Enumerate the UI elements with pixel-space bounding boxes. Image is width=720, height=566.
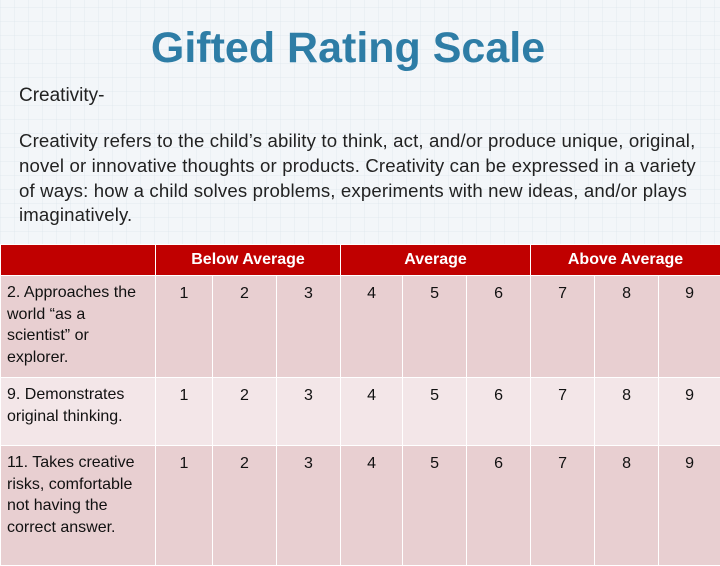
score-cell: 4	[341, 446, 403, 566]
section-heading: Creativity-	[19, 84, 105, 108]
table-header-row: Below Average Average Above Average	[1, 245, 720, 276]
rating-table: Below Average Average Above Average 2. A…	[0, 244, 720, 566]
score-cell: 9	[659, 446, 720, 566]
score-cell: 2	[213, 446, 277, 566]
score-cell: 6	[467, 378, 531, 446]
score-cell: 8	[595, 378, 659, 446]
header-above-average: Above Average	[531, 245, 720, 276]
score-cell: 7	[531, 276, 595, 378]
score-cell: 2	[213, 378, 277, 446]
score-cell: 7	[531, 446, 595, 566]
score-cell: 6	[467, 446, 531, 566]
score-cell: 5	[403, 446, 467, 566]
score-cell: 4	[341, 276, 403, 378]
score-cell: 9	[659, 378, 720, 446]
score-cell: 7	[531, 378, 595, 446]
header-average: Average	[341, 245, 531, 276]
table-row: 2. Approaches the world “as a scientist”…	[1, 276, 720, 378]
score-cell: 3	[277, 276, 341, 378]
slide-title: Gifted Rating Scale	[0, 22, 696, 74]
header-below-average: Below Average	[156, 245, 341, 276]
score-cell: 9	[659, 276, 720, 378]
score-cell: 8	[595, 446, 659, 566]
score-cell: 1	[156, 446, 213, 566]
score-cell: 3	[277, 378, 341, 446]
table-row: 9. Demonstrates original thinking. 1 2 3…	[1, 378, 720, 446]
row-label: 11. Takes creative risks, comfortable no…	[1, 446, 156, 566]
row-label: 9. Demonstrates original thinking.	[1, 378, 156, 446]
row-label: 2. Approaches the world “as a scientist”…	[1, 276, 156, 378]
score-cell: 6	[467, 276, 531, 378]
score-cell: 4	[341, 378, 403, 446]
score-cell: 1	[156, 276, 213, 378]
score-cell: 8	[595, 276, 659, 378]
score-cell: 1	[156, 378, 213, 446]
score-cell: 2	[213, 276, 277, 378]
table-row: 11. Takes creative risks, comfortable no…	[1, 446, 720, 566]
score-cell: 3	[277, 446, 341, 566]
score-cell: 5	[403, 276, 467, 378]
creativity-description: Creativity refers to the child’s ability…	[19, 129, 715, 228]
score-cell: 5	[403, 378, 467, 446]
header-corner-cell	[1, 245, 156, 276]
